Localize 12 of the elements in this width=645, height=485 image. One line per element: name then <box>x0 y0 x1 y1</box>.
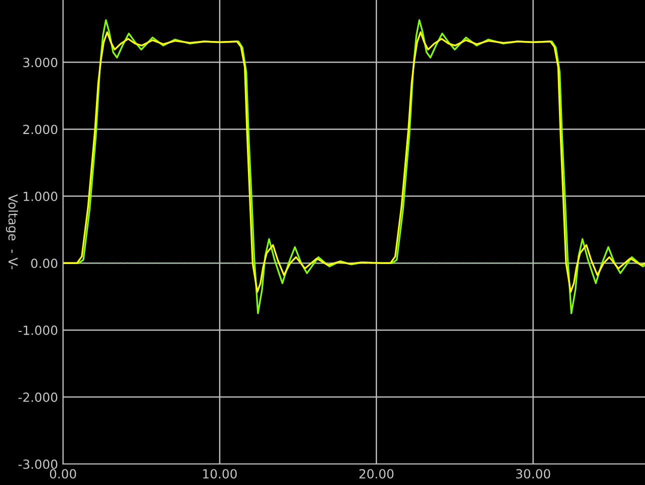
y-tick-label: 2.000 <box>23 124 58 134</box>
y-tick-label: 1.000 <box>24 192 58 202</box>
y-tick-label: 0.00 <box>31 258 58 268</box>
x-tick-label: 10.00 <box>203 469 237 479</box>
x-tick-label: 0.00 <box>50 469 76 479</box>
x-tick-label: 30.00 <box>516 469 550 479</box>
y-tick-label: -2.000 <box>18 392 58 402</box>
y-tick-label: -1.000 <box>18 326 58 336</box>
y-tick-label: -3.000 <box>18 459 58 469</box>
x-tick-label: 20.00 <box>359 469 394 479</box>
y-axis-title: Voltage - V- <box>6 194 18 270</box>
y-tick-label: 3.000 <box>23 58 58 68</box>
